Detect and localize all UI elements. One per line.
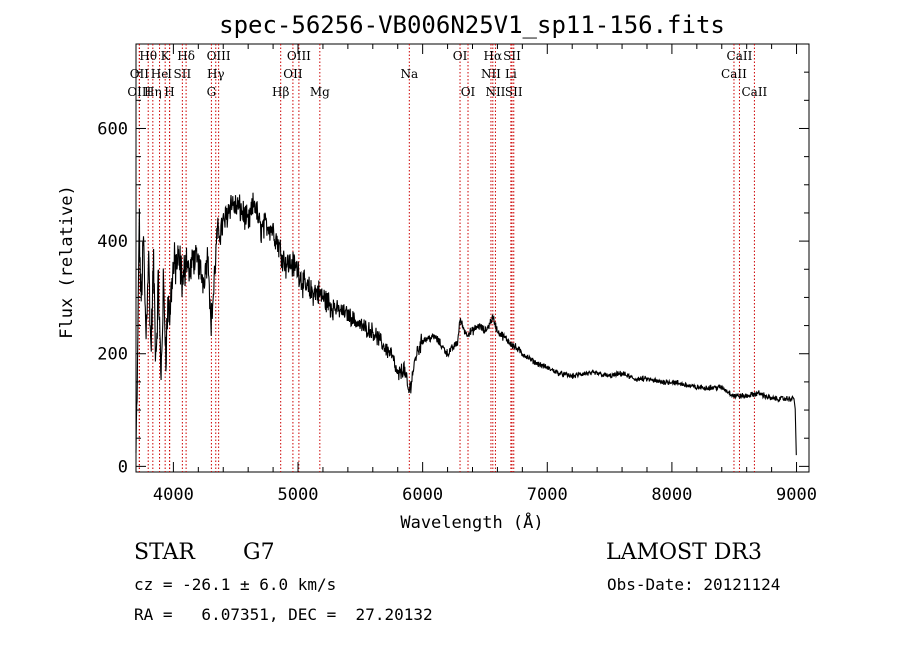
spectral-line-markers — [138, 44, 755, 472]
spectral-line-label: Hη — [144, 85, 162, 99]
redshift-line: cz = -26.1 ± 6.0 km/s — [134, 575, 337, 594]
spectral-line-label: OI — [453, 49, 468, 63]
spectral-line-label: CaII — [727, 49, 753, 63]
spectral-line-label: H — [164, 85, 174, 99]
x-tick-label: 6000 — [402, 485, 443, 505]
x-tick-label: 9000 — [776, 485, 817, 505]
spectral-line-label: Li — [505, 67, 517, 81]
spectral-line-label: Hγ — [207, 67, 225, 81]
spectral-line-label: Mg — [310, 85, 330, 99]
spectral-line-label: Hθ — [139, 49, 157, 63]
spectral-line-label: SII — [174, 67, 192, 81]
plot-frame — [135, 43, 810, 473]
x-tick-label: 7000 — [527, 485, 568, 505]
spectral-line-label: OI — [461, 85, 476, 99]
x-tick-label: 8000 — [651, 485, 692, 505]
spectral-line-label: OIII — [207, 49, 231, 63]
spectral-line-label: NII — [485, 85, 505, 99]
spectral-line-label: Hδ — [177, 49, 195, 63]
spectral-line-label: He — [151, 67, 169, 81]
spectral-line-label: OII — [283, 67, 303, 81]
x-axis-label: Wavelength (Å) — [400, 511, 543, 533]
spectral-line-label: OIII — [287, 49, 311, 63]
spectral-line-label: Hβ — [272, 85, 289, 99]
spectral-subclass: G7 — [243, 540, 275, 565]
chart-title: spec-56256-VB006N25V1_sp11-156.fits — [219, 11, 725, 39]
spectrum-series — [135, 192, 797, 456]
obs-date-line: Obs-Date: 20121124 — [607, 575, 781, 594]
spectral-line-label: G — [207, 85, 217, 99]
axis-ticks — [136, 44, 809, 472]
y-tick-label: 600 — [97, 119, 128, 139]
spectral-line-label: SII — [503, 49, 521, 63]
y-tick-label: 200 — [97, 345, 128, 365]
spectral-line-label: I — [167, 67, 172, 81]
spectral-line-label: OII — [130, 67, 150, 81]
coordinates-line: RA = 6.07351, DEC = 27.20132 — [134, 605, 433, 624]
spectral-line-label: NII — [481, 67, 501, 81]
spectral-line-label: OIII — [127, 85, 151, 99]
spectral-line-label: K — [161, 49, 171, 63]
axis-tick-labels: 4000 5000 6000 7000 8000 9000 0 200 400 600 — [97, 119, 817, 505]
spectral-line-label: SII — [505, 85, 523, 99]
object-class: STAR — [134, 540, 195, 565]
spectral-line-label: CaII — [741, 85, 767, 99]
y-axis-label: Flux (relative) — [57, 185, 77, 339]
x-tick-label: 5000 — [278, 485, 319, 505]
spectral-line-label: Hα — [484, 49, 503, 63]
spectral-line-label: Na — [400, 67, 418, 81]
spectral-line-label: CaII — [721, 67, 747, 81]
x-tick-label: 4000 — [153, 485, 194, 505]
survey-label: LAMOST DR3 — [606, 540, 762, 565]
y-tick-label: 0 — [118, 457, 128, 477]
y-tick-label: 400 — [97, 232, 128, 252]
